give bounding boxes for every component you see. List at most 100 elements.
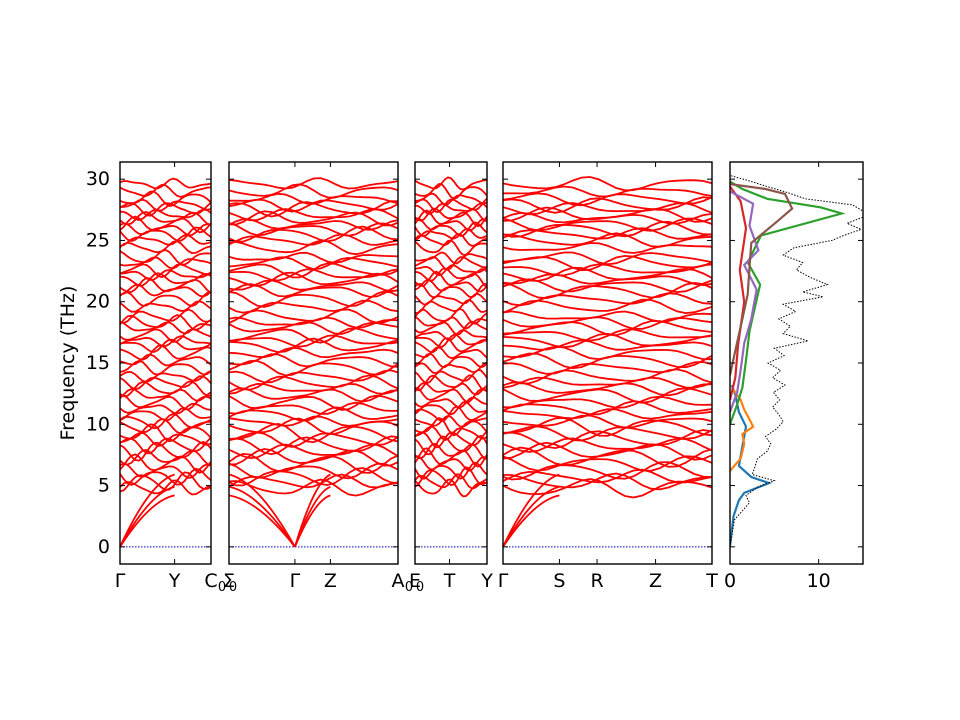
k-point-label: C: [204, 570, 217, 592]
band-line: [414, 256, 488, 271]
band-line: [502, 254, 713, 272]
band-line: [502, 339, 713, 351]
k-point-label: T: [705, 570, 718, 592]
acoustic-branch: [119, 485, 175, 548]
band-line: [414, 278, 488, 293]
band-line: [228, 435, 399, 456]
band-line: [119, 359, 212, 376]
band-line: [119, 388, 212, 402]
acoustic-branch: [119, 494, 175, 548]
band-line: [119, 300, 212, 313]
band-line: [228, 337, 399, 354]
band-line: [414, 461, 488, 480]
band-line: [228, 177, 399, 190]
band-line: [502, 202, 713, 216]
band-line: [414, 207, 488, 223]
band-line: [119, 211, 212, 226]
band-line: [228, 239, 399, 256]
band-line: [228, 431, 399, 448]
acoustic-branch: [119, 473, 175, 548]
band-line: [414, 227, 488, 241]
band-line: [119, 249, 212, 266]
band-line: [119, 402, 212, 415]
k-point-label: Σ: [223, 570, 235, 592]
dos-curves: [730, 175, 863, 547]
band-line: [414, 430, 488, 449]
band-line: [228, 359, 399, 377]
k-point-label: Z: [324, 570, 337, 592]
band-line: [119, 338, 212, 353]
band-line: [502, 446, 713, 468]
band-line: [502, 429, 713, 450]
band-line: [414, 320, 488, 336]
y-tick-label: 15: [86, 352, 110, 374]
band-line: [502, 478, 713, 499]
k-point-label: Γ: [498, 570, 509, 592]
band-line: [414, 425, 488, 442]
band-line: [414, 264, 488, 277]
band-line: [502, 242, 713, 254]
band-line: [414, 192, 488, 206]
band-line: [502, 217, 713, 232]
band-line: [228, 268, 399, 282]
band-line: [414, 292, 488, 306]
y-tick-label: 20: [86, 291, 110, 313]
band-line: [119, 308, 212, 325]
band-line: [228, 200, 399, 218]
acoustic-branch: [228, 494, 296, 548]
band-line: [119, 215, 212, 234]
band-line: [502, 298, 713, 315]
band-line: [414, 329, 488, 341]
band-line: [414, 478, 488, 498]
y-tick-label: 5: [98, 475, 110, 497]
band-line: [119, 449, 212, 467]
band-line: [502, 408, 713, 420]
band-line: [414, 442, 488, 460]
band-line: [228, 218, 399, 231]
band-line: [502, 196, 713, 214]
y-tick-label: 0: [98, 536, 110, 558]
partial-dos-line: [730, 384, 773, 547]
band-line: [119, 431, 212, 447]
band-line: [119, 291, 212, 307]
band-line: [228, 478, 399, 497]
y-axis-label: Frequency (THz): [57, 286, 79, 441]
band-line: [228, 283, 399, 298]
band-line: [119, 263, 212, 279]
band-line: [228, 210, 399, 227]
band-line: [228, 369, 399, 384]
partial-dos-line: [730, 183, 794, 376]
band-line: [502, 368, 713, 385]
band-line: [414, 251, 488, 265]
band-line: [414, 455, 488, 472]
dos-x-tick-label: 0: [724, 570, 736, 592]
band-line: [414, 202, 488, 215]
band-line: [228, 251, 399, 264]
band-line: [502, 376, 713, 389]
band-line: [414, 473, 488, 490]
partial-dos-line: [730, 185, 748, 401]
total-dos-line: [730, 175, 863, 547]
band-line: [414, 239, 488, 256]
band-line: [228, 225, 399, 243]
band-line: [502, 281, 713, 300]
k-point-sublabel: 0: [416, 580, 424, 595]
band-line: [119, 370, 212, 383]
band-line: [502, 387, 713, 404]
band-line: [502, 176, 713, 192]
k-point-label: S: [553, 570, 565, 592]
band-line: [414, 176, 488, 191]
band-line: [502, 352, 713, 370]
band-line: [414, 396, 488, 409]
band-line: [119, 222, 212, 237]
band-line: [414, 434, 488, 456]
band-line: [502, 437, 713, 453]
band-line: [414, 386, 488, 403]
band-line: [503, 232, 713, 248]
band-line: [119, 320, 212, 335]
band-line: [228, 374, 399, 391]
band-line: [502, 192, 713, 207]
